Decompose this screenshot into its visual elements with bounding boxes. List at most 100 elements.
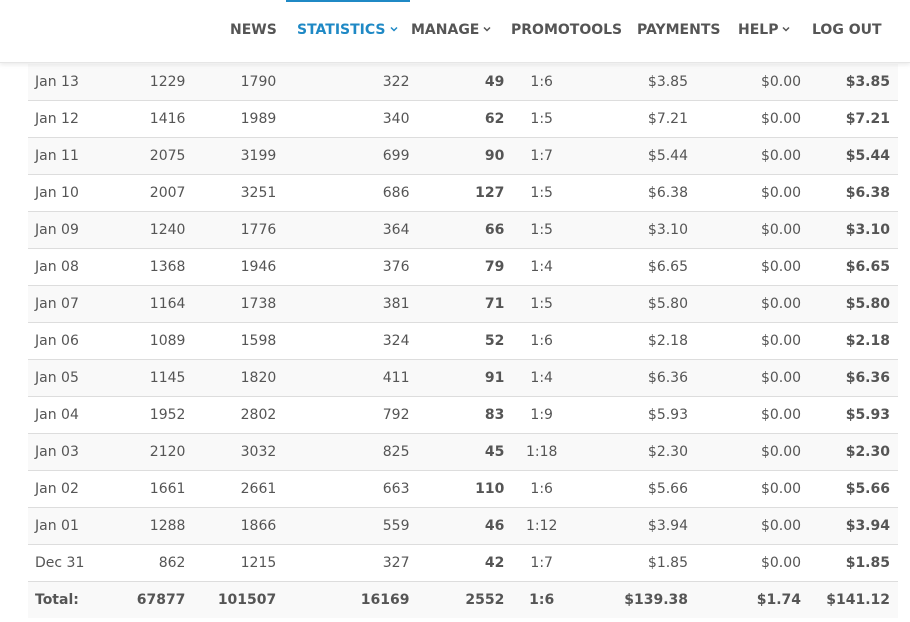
impressions-cell: 2075 <box>98 137 186 175</box>
table-row: Jan 07 1164 1738 381 71 1:5 $5.80 $0.00 $5.80 <box>28 285 898 323</box>
nav-item-label: MANAGE <box>411 22 480 38</box>
conversions-cell: 62 <box>409 100 505 138</box>
conversions-cell: 91 <box>409 359 505 397</box>
bonus-cell: $0.00 <box>688 507 802 545</box>
bonus-cell: $0.00 <box>688 285 802 323</box>
earnings-cell: $5.44 <box>579 137 689 175</box>
nav-log-out[interactable]: LOG OUT <box>812 0 882 62</box>
impressions-cell: 2007 <box>98 174 186 212</box>
table-row: Jan 10 2007 3251 686 127 1:5 $6.38 $0.00 $6.38 <box>28 174 898 212</box>
impressions-cell: 1368 <box>98 248 186 286</box>
bonus-cell: $0.00 <box>688 248 802 286</box>
ratio-cell: 1:18 <box>504 433 580 471</box>
earnings-cell: $7.21 <box>579 100 689 138</box>
clicks-cell: 2802 <box>185 396 277 434</box>
ratio-cell: 1:5 <box>504 211 580 249</box>
ratio-cell: 1:5 <box>504 285 580 323</box>
date-cell: Total: <box>28 581 99 618</box>
uniques-cell: 322 <box>276 64 410 101</box>
table-row: Jan 12 1416 1989 340 62 1:5 $7.21 $0.00 $7.21 <box>28 100 898 138</box>
nav-manage[interactable]: MANAGE <box>411 0 492 62</box>
date-cell: Jan 07 <box>28 285 99 323</box>
date-cell: Jan 11 <box>28 137 99 175</box>
ratio-cell: 1:6 <box>504 470 580 508</box>
uniques-cell: 559 <box>276 507 410 545</box>
uniques-cell: 340 <box>276 100 410 138</box>
ratio-cell: 1:7 <box>504 544 580 582</box>
nav-item-label: HELP <box>738 22 779 38</box>
date-cell: Jan 13 <box>28 64 99 101</box>
total-earnings-cell: $3.85 <box>801 64 898 101</box>
date-cell: Jan 03 <box>28 433 99 471</box>
uniques-cell: 663 <box>276 470 410 508</box>
conversions-cell: 110 <box>409 470 505 508</box>
uniques-cell: 381 <box>276 285 410 323</box>
nav-item-label: LOG OUT <box>812 22 882 38</box>
total-earnings-cell: $5.93 <box>801 396 898 434</box>
table-row: Jan 04 1952 2802 792 83 1:9 $5.93 $0.00 $5.93 <box>28 396 898 434</box>
earnings-cell: $5.66 <box>579 470 689 508</box>
conversions-cell: 71 <box>409 285 505 323</box>
total-earnings-cell: $5.66 <box>801 470 898 508</box>
date-cell: Jan 06 <box>28 322 99 360</box>
conversions-cell: 66 <box>409 211 505 249</box>
uniques-cell: 364 <box>276 211 410 249</box>
table-total-row: Total: 67877 101507 16169 2552 1:6 $139.38 $1.7… <box>28 581 898 618</box>
earnings-cell: $3.10 <box>579 211 689 249</box>
earnings-cell: $6.65 <box>579 248 689 286</box>
total-earnings-cell: $6.38 <box>801 174 898 212</box>
clicks-cell: 3032 <box>185 433 277 471</box>
ratio-cell: 1:4 <box>504 359 580 397</box>
date-cell: Dec 31 <box>28 544 99 582</box>
total-earnings-cell: $5.44 <box>801 137 898 175</box>
clicks-cell: 1820 <box>185 359 277 397</box>
clicks-cell: 1790 <box>185 64 277 101</box>
impressions-cell: 1952 <box>98 396 186 434</box>
uniques-cell: 699 <box>276 137 410 175</box>
uniques-cell: 327 <box>276 544 410 582</box>
bonus-cell: $0.00 <box>688 396 802 434</box>
table-row: Jan 02 1661 2661 663 110 1:6 $5.66 $0.00 $5.66 <box>28 470 898 508</box>
nav-news[interactable]: NEWS <box>230 0 277 62</box>
total-earnings-cell: $2.30 <box>801 433 898 471</box>
earnings-cell: $6.36 <box>579 359 689 397</box>
nav-payments[interactable]: PAYMENTS <box>637 0 720 62</box>
conversions-cell: 83 <box>409 396 505 434</box>
bonus-cell: $0.00 <box>688 470 802 508</box>
daily-statistics-table-container: Jan 13 1229 1790 322 49 1:6 $3.85 $0.00 $3.85 Jan… <box>28 64 898 618</box>
bonus-cell: $0.00 <box>688 174 802 212</box>
table-row: Jan 01 1288 1866 559 46 1:12 $3.94 $0.00 $3.94 <box>28 507 898 545</box>
earnings-cell: $3.85 <box>579 64 689 101</box>
nav-promotools[interactable]: PROMOTOOLS <box>511 0 622 62</box>
earnings-cell: $5.93 <box>579 396 689 434</box>
nav-item-label: PAYMENTS <box>637 22 721 38</box>
clicks-cell: 1946 <box>185 248 277 286</box>
impressions-cell: 862 <box>98 544 186 582</box>
clicks-cell: 1598 <box>185 322 277 360</box>
bonus-cell: $0.00 <box>688 544 802 582</box>
impressions-cell: 1145 <box>98 359 186 397</box>
total-earnings-cell: $1.85 <box>801 544 898 582</box>
earnings-cell: $2.30 <box>579 433 689 471</box>
nav-item-label: NEWS <box>230 22 277 38</box>
earnings-cell: $3.94 <box>579 507 689 545</box>
ratio-cell: 1:5 <box>504 174 580 212</box>
clicks-cell: 101507 <box>185 581 277 618</box>
date-cell: Jan 12 <box>28 100 99 138</box>
nav-statistics[interactable]: STATISTICS <box>286 0 409 62</box>
conversions-cell: 79 <box>409 248 505 286</box>
clicks-cell: 1989 <box>185 100 277 138</box>
bonus-cell: $0.00 <box>688 100 802 138</box>
chevron-down-icon <box>389 24 399 34</box>
table-row: Dec 31 862 1215 327 42 1:7 $1.85 $0.00 $1.85 <box>28 544 898 582</box>
nav-item-label: STATISTICS <box>297 22 386 38</box>
ratio-cell: 1:5 <box>504 100 580 138</box>
ratio-cell: 1:6 <box>504 64 580 101</box>
conversions-cell: 90 <box>409 137 505 175</box>
conversions-cell: 49 <box>409 64 505 101</box>
total-earnings-cell: $5.80 <box>801 285 898 323</box>
clicks-cell: 1215 <box>185 544 277 582</box>
nav-help[interactable]: HELP <box>738 0 791 62</box>
earnings-cell: $139.38 <box>579 581 689 618</box>
total-earnings-cell: $141.12 <box>801 581 898 618</box>
